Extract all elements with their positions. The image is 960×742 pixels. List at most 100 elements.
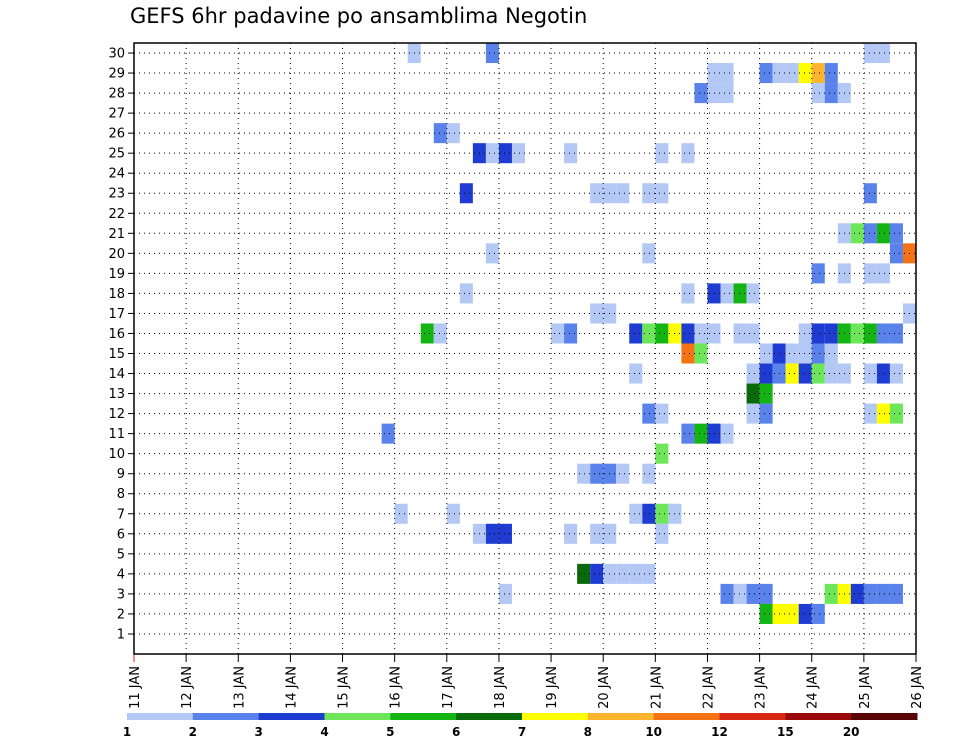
legend-swatch: [785, 713, 852, 720]
heat-cell: [655, 503, 669, 524]
heat-cell: [694, 343, 708, 364]
heat-cell: [420, 323, 434, 344]
legend-label: 6: [452, 725, 460, 739]
legend-swatch: [456, 713, 523, 720]
heat-cell: [433, 123, 447, 144]
legend-swatch: [192, 713, 260, 720]
x-tick-label: 15 JAN: [337, 666, 352, 709]
heat-cell: [511, 143, 525, 164]
heat-cell: [746, 283, 760, 304]
heat-cell: [642, 463, 656, 484]
heat-cell: [746, 403, 760, 424]
y-tick-label: 18: [108, 287, 125, 302]
heat-cell: [759, 343, 773, 364]
y-tick-label: 15: [108, 347, 125, 362]
y-tick-label: 27: [108, 107, 125, 122]
heat-cell: [707, 323, 721, 344]
heat-cell: [824, 583, 838, 604]
legend-swatch: [851, 713, 918, 720]
heat-cell: [759, 603, 773, 624]
heat-cell: [394, 503, 408, 524]
heat-cell: [564, 523, 578, 544]
heat-cell: [433, 323, 447, 344]
y-tick-label: 16: [108, 327, 125, 342]
heat-cell: [824, 343, 838, 364]
y-tick-label: 23: [108, 187, 125, 202]
x-tick-label: 19 JAN: [545, 666, 560, 709]
heat-cell: [798, 603, 812, 624]
y-axis: 1234567891011121314151617181920212223242…: [108, 47, 134, 642]
heat-cell: [694, 423, 708, 444]
heat-cell: [590, 183, 604, 204]
heat-cell: [681, 323, 695, 344]
legend-swatch: [324, 713, 391, 720]
heat-cell: [720, 583, 734, 604]
legend-swatch: [719, 713, 786, 720]
heat-cell: [446, 123, 460, 144]
heat-cell: [811, 603, 825, 624]
heat-cell: [824, 63, 838, 84]
heat-cell: [446, 503, 460, 524]
heat-cell: [733, 283, 747, 304]
heat-cell: [785, 63, 799, 84]
legend-label: 1: [123, 725, 131, 739]
heat-cell: [655, 183, 669, 204]
heat-cell: [616, 463, 630, 484]
heat-cell: [681, 283, 695, 304]
heat-cell: [889, 223, 903, 244]
heat-cell: [655, 143, 669, 164]
heat-cell: [655, 443, 669, 464]
y-tick-label: 22: [108, 207, 125, 222]
heat-cell: [889, 323, 903, 344]
heat-cell: [889, 583, 903, 604]
heat-cell: [655, 403, 669, 424]
legend-label: 2: [189, 725, 197, 739]
heat-cell: [759, 383, 773, 404]
heat-cell: [720, 423, 734, 444]
heat-cell: [785, 603, 799, 624]
y-tick-label: 9: [117, 467, 125, 482]
heat-cell: [720, 283, 734, 304]
heat-cell: [707, 423, 721, 444]
heat-cell: [798, 343, 812, 364]
heat-cell: [616, 563, 630, 584]
chart-title: GEFS 6hr padavine po ansamblima Negotin: [130, 4, 588, 28]
heat-cell: [498, 143, 512, 164]
heat-cell: [824, 323, 838, 344]
y-tick-label: 21: [108, 227, 125, 242]
heat-cell: [642, 243, 656, 264]
x-tick-label: 13 JAN: [232, 666, 247, 709]
heat-cell: [733, 323, 747, 344]
legend-label: 7: [518, 725, 526, 739]
heat-cell: [811, 343, 825, 364]
heat-cell: [876, 403, 890, 424]
grid-layer: [134, 43, 916, 654]
legend-swatch: [653, 713, 720, 720]
x-tick-label: 12 JAN: [180, 666, 195, 709]
heat-cell: [811, 323, 825, 344]
heat-cell: [785, 363, 799, 384]
heat-cell: [863, 223, 877, 244]
heat-cell: [746, 363, 760, 384]
y-tick-label: 17: [108, 307, 125, 322]
heat-cell: [590, 523, 604, 544]
heat-cell: [498, 523, 512, 544]
heat-cell: [824, 83, 838, 104]
heat-cell: [733, 583, 747, 604]
y-tick-label: 24: [108, 167, 125, 182]
heat-cell: [863, 403, 877, 424]
heat-cell: [707, 283, 721, 304]
heat-cell: [498, 583, 512, 604]
x-tick-label: 25 JAN: [858, 666, 873, 709]
heat-cell: [876, 363, 890, 384]
heat-cell: [850, 583, 864, 604]
heat-cell: [694, 83, 708, 104]
y-tick-label: 29: [108, 67, 125, 82]
legend-swatch: [522, 713, 589, 720]
heat-cell: [798, 363, 812, 384]
heat-cell: [863, 183, 877, 204]
heat-cell: [824, 363, 838, 384]
heat-cell: [876, 263, 890, 284]
x-tick-label: 16 JAN: [389, 666, 404, 709]
heat-cell: [707, 83, 721, 104]
